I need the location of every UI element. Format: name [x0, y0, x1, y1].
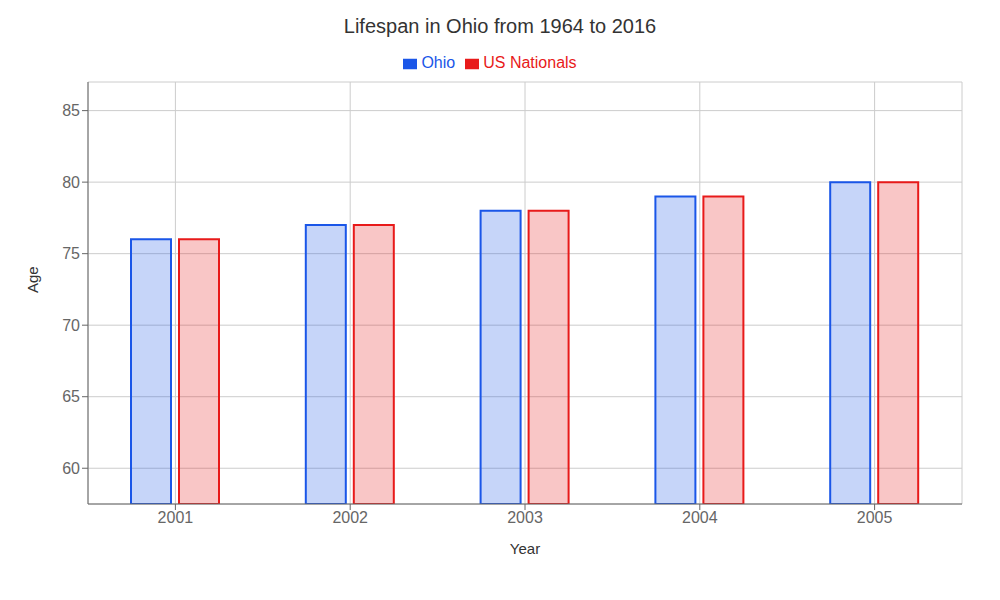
- svg-text:75: 75: [62, 245, 80, 262]
- svg-text:65: 65: [62, 388, 80, 405]
- svg-text:80: 80: [62, 174, 80, 191]
- svg-text:2001: 2001: [158, 509, 194, 526]
- html-text:US Nationals: US Nationals: [483, 54, 577, 71]
- svg-text:2003: 2003: [507, 509, 543, 526]
- html-text:Lifespan in Ohio from 1964 to: Lifespan in Ohio from 1964 to 2016: [343, 15, 657, 37]
- svg-text:2005: 2005: [857, 509, 893, 526]
- html-text:Ohio: Ohio: [421, 54, 456, 71]
- svg-text:85: 85: [62, 102, 80, 119]
- svg-text:60: 60: [62, 460, 80, 477]
- svg-text:2004: 2004: [682, 509, 718, 526]
- svg-text:2002: 2002: [332, 509, 368, 526]
- svg-text:70: 70: [62, 317, 80, 334]
- svg-text:Age: Age: [24, 266, 41, 293]
- svg-text:Year: Year: [510, 540, 540, 557]
